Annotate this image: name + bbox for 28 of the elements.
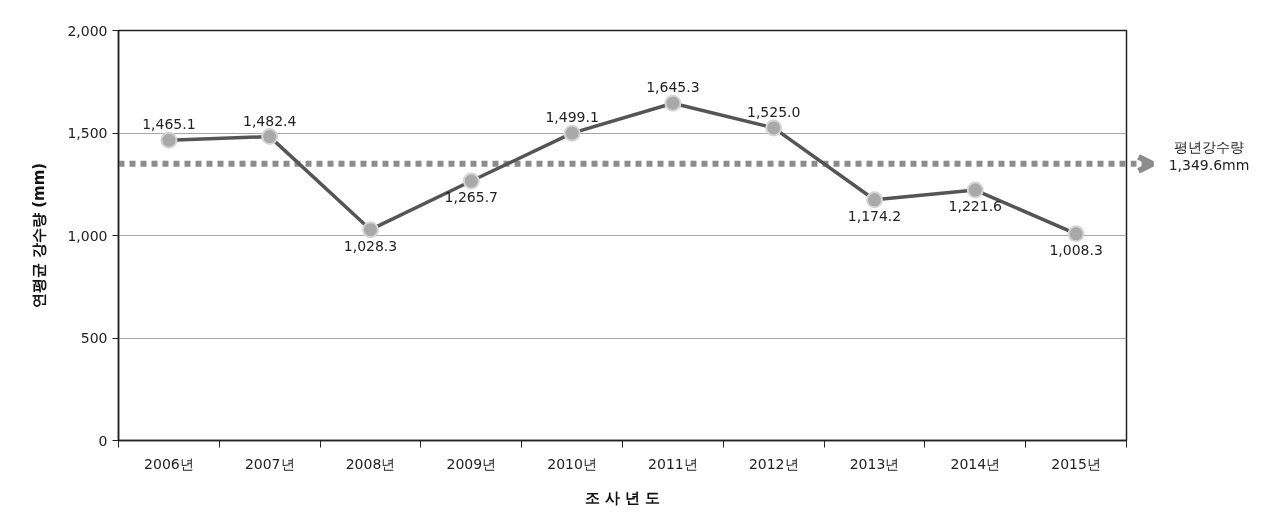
ref-line-label: 평년강수량 1,349.6mm [1168,138,1250,173]
data-label: 1,499.1 [545,109,599,126]
data-label: 1,645.3 [646,79,700,96]
data-label: 1,525.0 [746,103,801,120]
x-tick-label: 2011년 [648,455,698,472]
x-tick-label: 2008년 [345,455,396,472]
data-label: 1,265.7 [444,189,499,206]
data-label: 1,465.1 [142,116,196,133]
x-tick-label: 2009년 [446,455,497,472]
y-tick-label: 1,000 [67,227,108,244]
x-tick-label: 2015년 [1051,455,1101,472]
x-tick-label: 2007년 [244,455,295,472]
y-tick-label: 0 [98,432,108,449]
y-tick-label: 1,500 [67,125,108,141]
y-tick-label: 2,000 [67,22,108,39]
x-axis-title: 조 사 년 도 [584,488,661,507]
data-label: 1,482.4 [242,112,297,129]
y-axis-title: 연평균 강수량 (mm) [30,162,49,309]
x-tick-label: 2006년 [144,455,194,472]
x-tick-label: 2012년 [748,455,799,472]
data-label: 1,174.2 [847,207,902,224]
x-tick-label: 2014년 [950,455,1001,472]
data-label: 1,221.6 [948,198,1003,215]
data-label: 1,028.3 [343,237,398,254]
y-tick-label: 500 [80,330,108,346]
x-tick-label: 2010년 [547,455,597,472]
x-tick-label: 2013년 [849,455,900,472]
data-label: 1,008.3 [1049,241,1103,258]
